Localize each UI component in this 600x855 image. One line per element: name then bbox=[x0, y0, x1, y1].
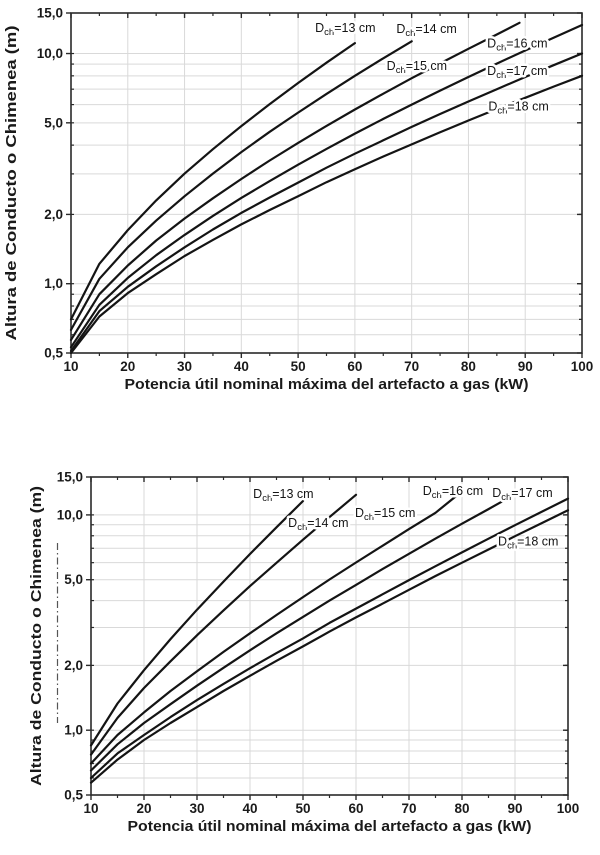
y-axis-title: Altura de Conducto o Chimenea (m) bbox=[3, 25, 20, 340]
x-tick-label: 90 bbox=[507, 801, 522, 816]
y-tick-label: 1,0 bbox=[44, 276, 63, 291]
x-tick-label: 100 bbox=[557, 801, 580, 816]
x-tick-label: 60 bbox=[348, 801, 363, 816]
curve-label-dch-13cm: Dch=13 cm bbox=[315, 21, 375, 38]
curve-label-dch-15cm: Dch=15 cm bbox=[387, 59, 447, 76]
curve-dch-13cm bbox=[69, 42, 356, 321]
top-chart-canvas: 10 20 30 40 50 60 70 80 90 100 0,5 1,0 2,0 5,0 10,0 15,… bbox=[3, 6, 594, 394]
bottom-chart-canvas: 10 20 30 40 50 60 70 80 90 100 0,5 1,0 2,0 5,0 10,0 15,… bbox=[28, 470, 580, 836]
curve-dch-17cm bbox=[69, 52, 584, 353]
y-tick-label: 5,0 bbox=[64, 572, 83, 587]
y-tick-label: 5,0 bbox=[44, 115, 63, 130]
x-tick-label: 80 bbox=[461, 359, 476, 374]
x-tick-label: 80 bbox=[454, 801, 469, 816]
curve-label-dch-14cm: Dch=14 cm bbox=[396, 22, 456, 39]
x-tick-label: 50 bbox=[291, 359, 306, 374]
y-tick-label: 15,0 bbox=[37, 6, 63, 21]
y-tick-label: 1,0 bbox=[64, 723, 83, 738]
curve-dch-14cm bbox=[89, 493, 358, 756]
curve-dch-16cm bbox=[69, 23, 584, 349]
y-tick-label: 2,0 bbox=[64, 658, 83, 673]
curve-dch-18cm bbox=[69, 74, 584, 355]
curve-label-dch-15cm: Dch=15 cm bbox=[355, 506, 415, 523]
x-tick-label: 10 bbox=[63, 359, 78, 374]
curve-label-dch-14cm: Dch=14 cm bbox=[288, 516, 348, 533]
y-tick-label: 15,0 bbox=[57, 470, 83, 485]
y-tick-label: 10,0 bbox=[37, 46, 63, 61]
x-tick-label: 20 bbox=[120, 359, 135, 374]
curve-dch-15cm bbox=[89, 494, 458, 765]
curve-label-dch-17cm: Dch=17 cm bbox=[492, 486, 552, 503]
x-tick-label: 20 bbox=[136, 801, 151, 816]
curve-dch-15cm bbox=[69, 21, 521, 341]
x-tick-label: 30 bbox=[177, 359, 192, 374]
curve-dch-18cm bbox=[89, 509, 570, 784]
curve-label-dch-13cm: Dch=13 cm bbox=[253, 487, 313, 504]
x-tick-label: 40 bbox=[242, 801, 257, 816]
x-tick-label: 100 bbox=[571, 359, 594, 374]
x-tick-label: 50 bbox=[295, 801, 310, 816]
x-tick-label: 70 bbox=[404, 359, 419, 374]
y-tick-label: 0,5 bbox=[44, 346, 63, 361]
curve-label-dch-18cm: Dch=18 cm bbox=[488, 99, 548, 116]
x-tick-label: 30 bbox=[189, 801, 204, 816]
curve-dch-13cm bbox=[89, 499, 305, 747]
x-axis-title: Potencia útil nominal máxima del artefac… bbox=[128, 819, 532, 835]
y-axis-title: Altura de Conducto o Chimenea (m) bbox=[28, 486, 45, 786]
y-tick-label: 10,0 bbox=[57, 507, 83, 522]
curve-dch-17cm bbox=[89, 497, 570, 780]
y-tick-label: 0,5 bbox=[64, 788, 83, 803]
curve-label-dch-16cm: Dch=16 cm bbox=[423, 484, 483, 501]
y-tick-label: 2,0 bbox=[44, 207, 63, 222]
curve-label-dch-16cm: Dch=16 cm bbox=[487, 37, 547, 54]
curve-dch-16cm bbox=[89, 499, 506, 772]
x-tick-label: 10 bbox=[83, 801, 98, 816]
x-tick-label: 60 bbox=[347, 359, 362, 374]
x-tick-label: 90 bbox=[518, 359, 533, 374]
curve-label-dch-18cm: Dch=18 cm bbox=[498, 535, 558, 552]
bottom-chart-flue-height-vs-power: 10 20 30 40 50 60 70 80 90 100 0,5 1,0 2,0 5,0 10,0 15,… bbox=[0, 420, 600, 855]
x-tick-label: 40 bbox=[234, 359, 249, 374]
x-axis-title: Potencia útil nominal máxima del artefac… bbox=[125, 377, 529, 393]
curve-dch-14cm bbox=[69, 40, 413, 331]
x-tick-label: 70 bbox=[401, 801, 416, 816]
top-chart-flue-height-vs-power: 10 20 30 40 50 60 70 80 90 100 0,5 1,0 2,0 5,0 10,0 15,… bbox=[0, 0, 600, 420]
curve-label-dch-17cm: Dch=17 cm bbox=[487, 64, 547, 81]
